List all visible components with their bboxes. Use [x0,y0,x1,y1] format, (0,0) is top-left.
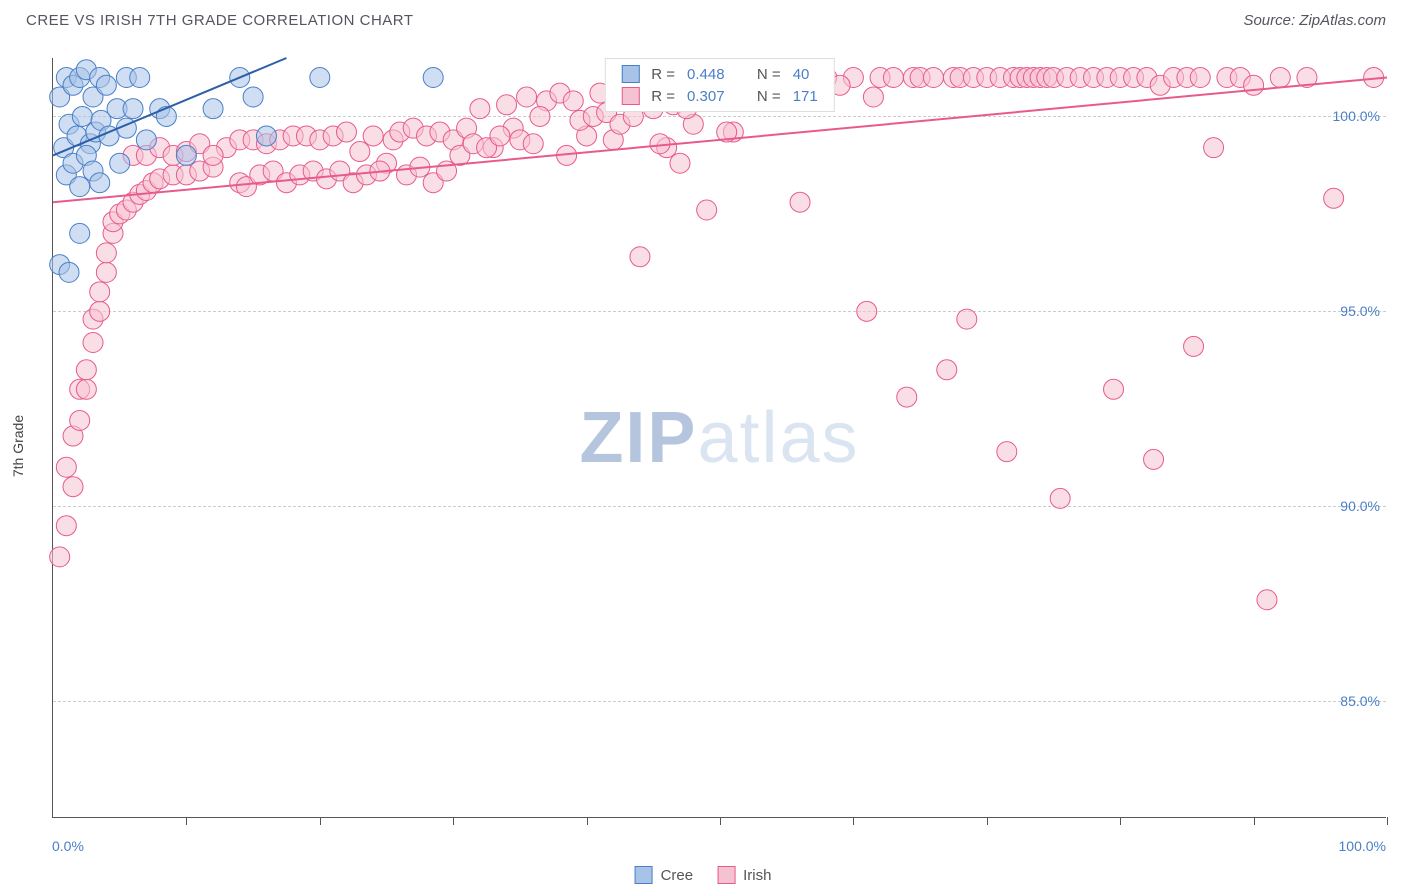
x-tick [1254,817,1255,825]
chart-title: CREE VS IRISH 7TH GRADE CORRELATION CHAR… [26,12,414,29]
swatch-irish-icon [717,866,735,884]
data-point [697,200,717,220]
data-point [530,106,550,126]
x-tick [453,817,454,825]
data-point [156,106,176,126]
data-point [897,387,917,407]
source-label: Source: ZipAtlas.com [1243,12,1386,29]
data-point [523,134,543,154]
data-point [490,126,510,146]
swatch-irish [621,87,639,105]
data-point [83,333,103,353]
data-point [517,87,537,107]
data-point [497,95,517,115]
data-point [203,99,223,119]
data-point [350,142,370,162]
x-axis-min-label: 0.0% [52,838,84,854]
y-tick-label: 90.0% [1340,498,1380,514]
data-point [363,126,383,146]
data-point [76,379,96,399]
data-point [96,75,116,95]
data-point [563,91,583,111]
data-point [130,67,150,87]
data-point [670,153,690,173]
data-point [423,67,443,87]
data-point [256,126,276,146]
legend-row-cree: R = 0.448 N = 40 [621,63,817,85]
y-tick-label: 85.0% [1340,693,1380,709]
x-tick [320,817,321,825]
x-tick [720,817,721,825]
data-point [70,223,90,243]
data-point [957,309,977,329]
data-point [470,99,490,119]
legend-series: Cree Irish [635,866,772,884]
x-tick [587,817,588,825]
data-point [123,99,143,119]
data-point [790,192,810,212]
data-point [1144,449,1164,469]
data-point [1324,188,1344,208]
data-point [863,87,883,107]
data-point [1270,67,1290,87]
y-axis-title: 7th Grade [10,415,26,477]
data-point [1257,590,1277,610]
data-point [72,106,92,126]
data-point [937,360,957,380]
data-point [70,177,90,197]
x-tick [853,817,854,825]
data-point [63,477,83,497]
data-point [1184,336,1204,356]
data-point [56,516,76,536]
data-point [50,547,70,567]
swatch-cree [621,65,639,83]
x-tick [1120,817,1121,825]
x-tick [1387,817,1388,825]
data-point [1050,488,1070,508]
data-point [1204,138,1224,158]
x-tick [987,817,988,825]
data-point [1104,379,1124,399]
data-point [883,67,903,87]
data-point [96,262,116,282]
data-point [110,153,130,173]
data-point [59,262,79,282]
y-tick-label: 95.0% [1340,303,1380,319]
plot-area: ZIPatlas R = 0.448 N = 40 R = 0.307 N = … [52,58,1386,818]
data-point [243,87,263,107]
chart-svg [53,58,1386,817]
data-point [56,457,76,477]
data-point [1190,67,1210,87]
data-point [650,134,670,154]
legend-item-cree: Cree [635,866,694,884]
legend-row-irish: R = 0.307 N = 171 [621,85,817,107]
data-point [336,122,356,142]
legend-item-irish: Irish [717,866,771,884]
data-point [310,67,330,87]
data-point [630,247,650,267]
x-tick [186,817,187,825]
data-point [90,282,110,302]
x-axis-max-label: 100.0% [1339,838,1386,854]
swatch-cree-icon [635,866,653,884]
legend-correlation: R = 0.448 N = 40 R = 0.307 N = 171 [604,58,834,112]
data-point [1244,75,1264,95]
data-point [70,410,90,430]
data-point [90,173,110,193]
y-tick-label: 100.0% [1333,108,1380,124]
data-point [997,442,1017,462]
data-point [923,67,943,87]
data-point [857,301,877,321]
data-point [203,145,223,165]
data-point [90,301,110,321]
data-point [76,360,96,380]
data-point [136,130,156,150]
data-point [176,145,196,165]
data-point [96,243,116,263]
